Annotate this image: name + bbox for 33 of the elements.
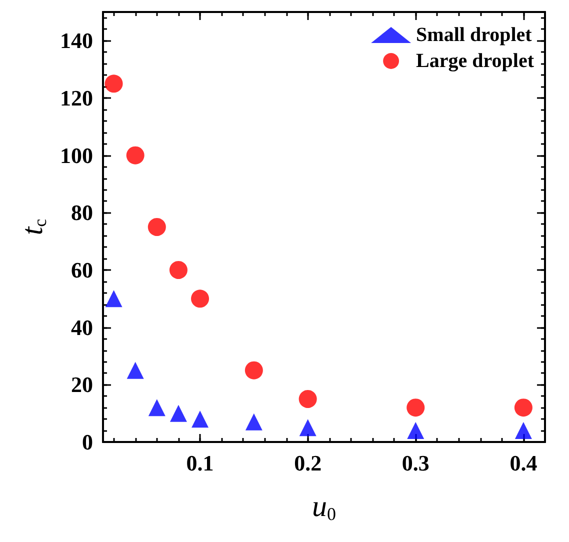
point xyxy=(298,390,317,408)
point xyxy=(148,399,166,416)
point xyxy=(514,422,532,440)
point xyxy=(148,218,166,236)
legend-label: Small droplet xyxy=(416,24,532,46)
y-tick-label: 80 xyxy=(71,200,93,226)
y-tick-label: 60 xyxy=(71,258,93,282)
y-tick-label: 0 xyxy=(82,430,93,454)
y-axis-title: tc xyxy=(16,218,50,236)
point xyxy=(514,398,532,417)
point xyxy=(192,410,209,428)
x-tick-label: 0.4 xyxy=(510,450,538,476)
point xyxy=(170,404,187,422)
y-tick-label: 20 xyxy=(71,372,93,398)
point xyxy=(245,413,262,430)
y-tick-label: 140 xyxy=(60,28,93,54)
y-tick-label: 120 xyxy=(60,86,93,110)
point xyxy=(406,398,425,417)
y-tick-label: 40 xyxy=(71,314,93,340)
point xyxy=(126,362,144,379)
point xyxy=(407,422,424,440)
point xyxy=(191,290,210,308)
point xyxy=(244,361,263,380)
point xyxy=(169,261,188,279)
x-tick-label: 0.2 xyxy=(294,450,322,476)
legend-label: Large droplet xyxy=(416,50,534,72)
point xyxy=(299,419,316,436)
y-tick-label: 100 xyxy=(60,142,93,168)
x-tick-label: 0.1 xyxy=(186,450,214,476)
point xyxy=(126,146,144,164)
point xyxy=(104,74,123,93)
point xyxy=(105,290,122,308)
x-tick-label: 0.3 xyxy=(402,450,430,476)
